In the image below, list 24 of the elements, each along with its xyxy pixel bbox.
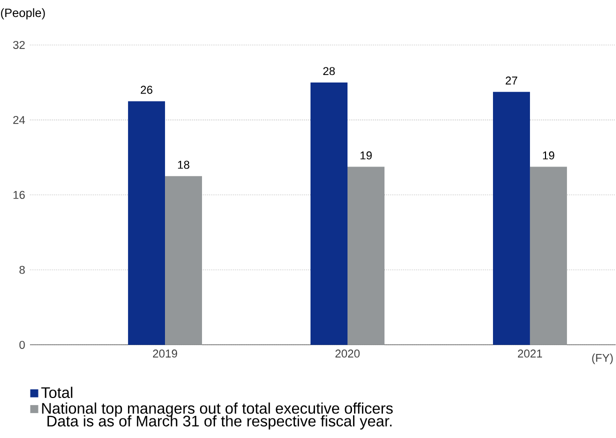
x-tick-label: 2021 (518, 350, 542, 358)
data-label: 27 (506, 76, 518, 85)
bar (348, 166, 384, 345)
bar (492, 92, 530, 345)
y-tick-label: 24 (13, 116, 25, 124)
data-label: 28 (323, 67, 335, 76)
bar (128, 101, 166, 345)
data-label: 19 (360, 152, 372, 160)
x-tick-label: 2020 (335, 350, 360, 358)
legend-label: Total (41, 386, 72, 398)
data-label: 18 (178, 160, 190, 169)
y-tick-label: 32 (13, 41, 25, 50)
x-axis-title: (FY) (592, 354, 613, 364)
y-tick-label: 16 (14, 190, 25, 200)
bar (165, 176, 202, 345)
y-axis-title: (People) (1, 8, 45, 20)
data-label: 19 (543, 152, 554, 160)
y-tick-label: 8 (19, 266, 25, 274)
bar (530, 166, 567, 345)
x-tick-label: 2019 (152, 350, 178, 358)
bar (310, 82, 348, 345)
data-label: 26 (140, 86, 152, 94)
text: Data is as of March 31 of the respective fiscal year. (48, 415, 392, 430)
y-tick-label: 0 (19, 340, 25, 349)
